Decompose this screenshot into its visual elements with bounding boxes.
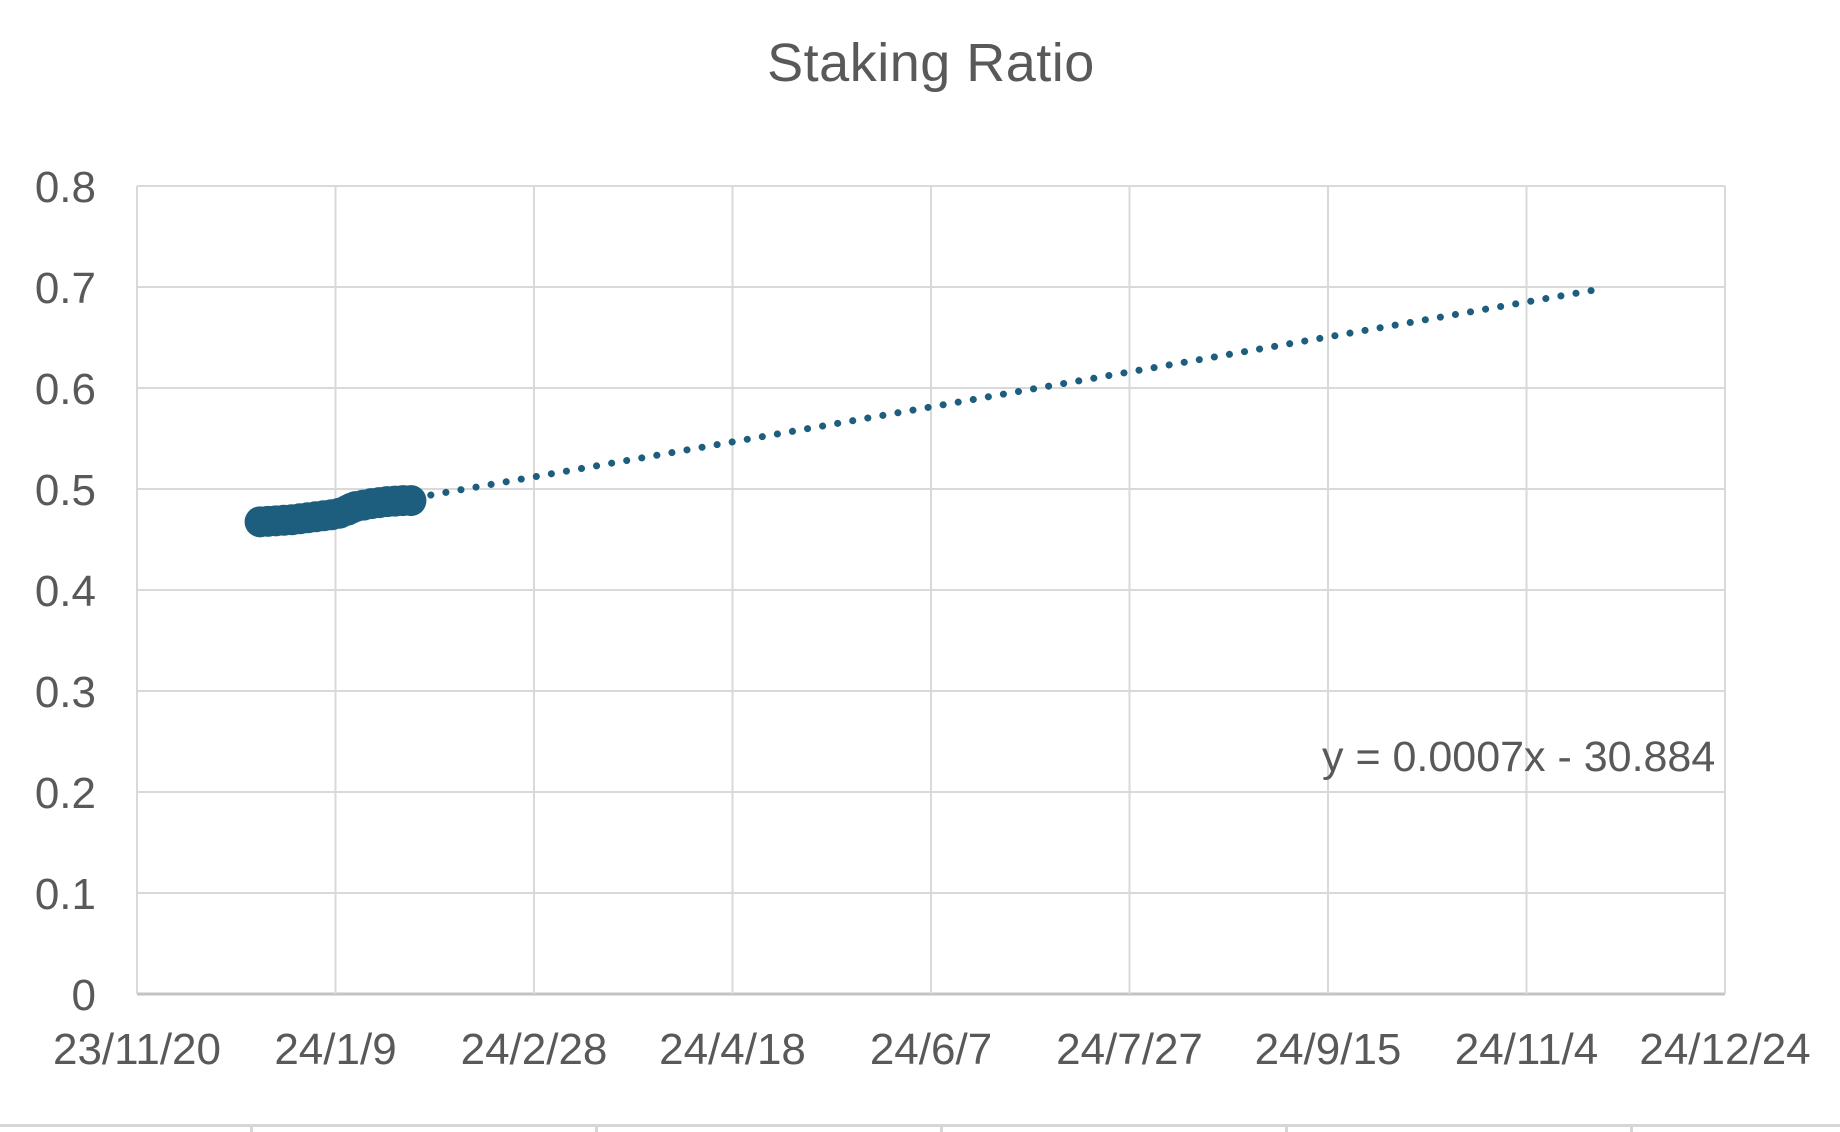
x-tick-label: 24/4/18: [659, 1025, 806, 1074]
x-tick-label: 24/6/7: [870, 1025, 992, 1074]
next-chart-gridline-stub: [940, 1127, 943, 1132]
x-tick-label: 24/7/27: [1056, 1025, 1203, 1074]
chart-title: Staking Ratio: [767, 33, 1095, 93]
next-chart-gridline-stub: [595, 1127, 598, 1132]
y-tick-label: 0.5: [35, 466, 96, 515]
x-tick-label: 24/2/28: [461, 1025, 608, 1074]
data-point: [395, 485, 427, 517]
trendline: [427, 285, 1604, 499]
next-chart-gridline-stub: [1630, 1127, 1633, 1132]
x-tick-label: 24/11/4: [1455, 1025, 1599, 1074]
x-tick-label: 23/11/20: [53, 1025, 221, 1074]
x-tick-label: 24/12/24: [1639, 1025, 1810, 1074]
x-tick-label: 24/9/15: [1255, 1025, 1402, 1074]
trendline-equation: y = 0.0007x - 30.884: [1322, 733, 1716, 781]
next-chart-gridline-stub: [250, 1127, 253, 1132]
y-tick-label: 0: [72, 971, 96, 1020]
y-tick-label: 0.8: [35, 163, 96, 212]
next-chart-top-border: [0, 1124, 1840, 1127]
y-tick-label: 0.7: [35, 264, 96, 313]
next-chart-gridline-stub: [1285, 1127, 1288, 1132]
y-tick-label: 0.6: [35, 365, 96, 414]
y-tick-label: 0.2: [35, 769, 96, 818]
x-tick-label: 24/1/9: [274, 1025, 396, 1074]
y-tick-label: 0.3: [35, 668, 96, 717]
y-tick-label: 0.1: [35, 870, 96, 919]
y-tick-label: 0.4: [35, 567, 96, 616]
